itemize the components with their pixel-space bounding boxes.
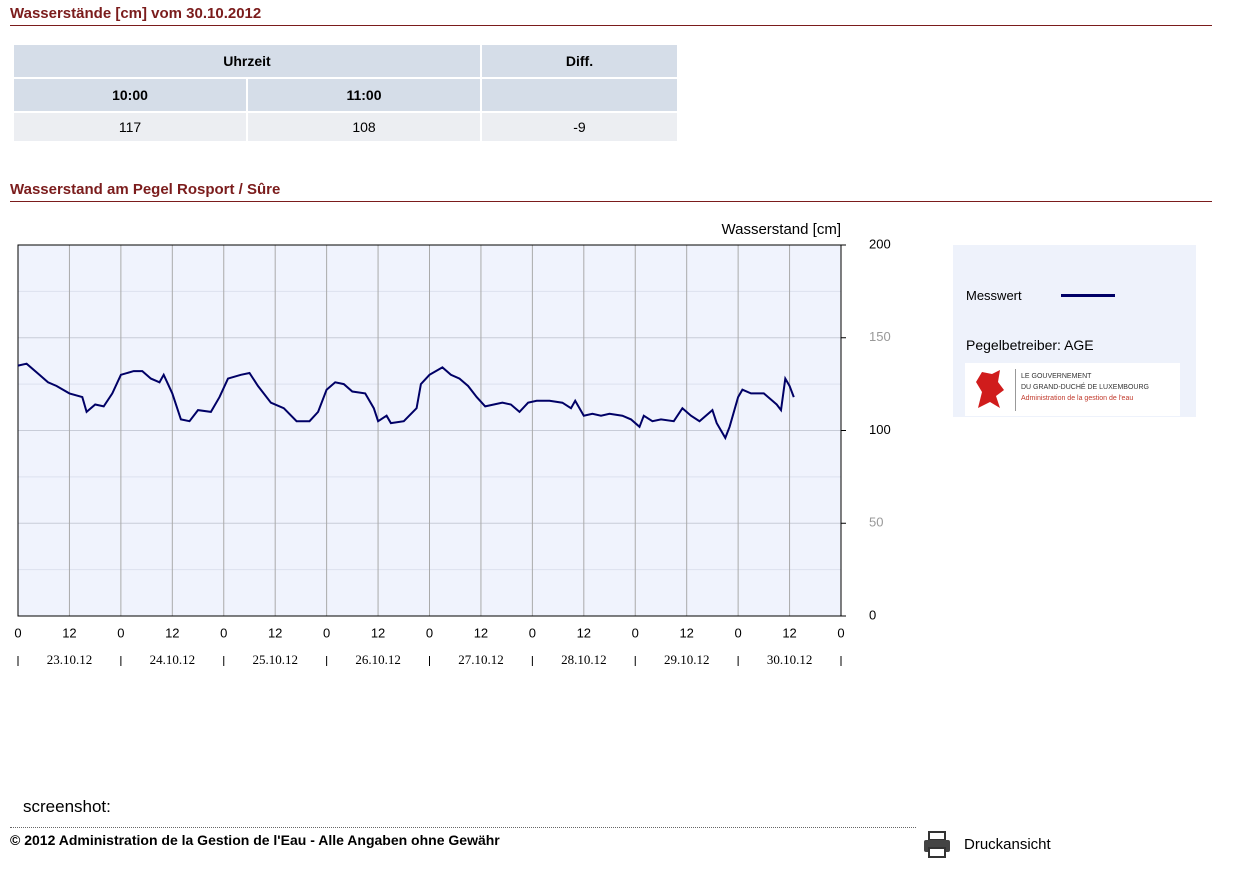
x-tick-label: 0 bbox=[220, 625, 227, 640]
table-cell: 108 bbox=[246, 111, 482, 143]
rule bbox=[10, 201, 1212, 202]
y-tick-label: 150 bbox=[869, 329, 891, 344]
legend: Messwert Pegelbetreiber: AGE LE GOUVERNE… bbox=[953, 245, 1196, 417]
x-tick-label: 0 bbox=[117, 625, 124, 640]
table-cell: -9 bbox=[480, 111, 679, 143]
logo-text: DU GRAND-DUCHÉ DE LUXEMBOURG bbox=[1021, 384, 1149, 391]
x-tick-label: 0 bbox=[323, 625, 330, 640]
x-tick-label: 12 bbox=[268, 625, 282, 640]
section-title: Wasserstand am Pegel Rosport / Sûre bbox=[10, 181, 281, 198]
y-tick-label: 0 bbox=[869, 607, 876, 622]
x-tick-label: 0 bbox=[14, 625, 21, 640]
table: Uhrzeit Diff. 10:00 11:00 117 108 -9 bbox=[12, 43, 679, 143]
x-date-label: 30.10.12 bbox=[767, 652, 813, 667]
y-tick-label: 50 bbox=[869, 515, 883, 530]
logo: LE GOUVERNEMENT DU GRAND-DUCHÉ DE LUXEMB… bbox=[965, 363, 1180, 416]
logo-lion bbox=[976, 370, 1004, 408]
y-axis-label: Wasserstand [cm] bbox=[722, 221, 841, 238]
operator: Pegelbetreiber: AGE bbox=[966, 337, 1094, 353]
table-header: Uhrzeit bbox=[12, 43, 482, 79]
x-tick-label: 0 bbox=[735, 625, 742, 640]
x-tick-label: 12 bbox=[577, 625, 591, 640]
data-line bbox=[17, 362, 795, 441]
dotted-rule bbox=[10, 827, 916, 828]
x-tick-label: 12 bbox=[62, 625, 76, 640]
x-tick-label: 12 bbox=[371, 625, 385, 640]
x-date-label: 24.10.12 bbox=[150, 652, 196, 667]
x-date-label: 27.10.12 bbox=[458, 652, 504, 667]
legend-label: Messwert bbox=[966, 288, 1022, 303]
x-tick-label: 12 bbox=[165, 625, 179, 640]
plot-border bbox=[17, 244, 842, 617]
y-tick-label: 100 bbox=[869, 422, 891, 437]
page-title: Wasserstände [cm] vom 30.10.2012 bbox=[10, 5, 262, 22]
table-header: 10:00 bbox=[12, 77, 248, 113]
x-date-label: 26.10.12 bbox=[355, 652, 401, 667]
y-tick-label: 200 bbox=[869, 236, 891, 251]
chart: Wasserstand [cm] 0 50 100 150 200 0 12 0 12 0 12 0 1… bbox=[14, 221, 891, 667]
x-tick-label: 0 bbox=[529, 625, 536, 640]
table-cell: 117 bbox=[12, 111, 248, 143]
logo-text: Administration de la gestion de l'eau bbox=[1021, 395, 1134, 402]
note: screenshot: bbox=[23, 797, 111, 816]
table-header bbox=[480, 77, 679, 113]
x-date-label: 23.10.12 bbox=[47, 652, 93, 667]
x-tick-label: 12 bbox=[782, 625, 796, 640]
rule bbox=[10, 25, 1212, 26]
table-header: 11:00 bbox=[246, 77, 482, 113]
x-date-label: 28.10.12 bbox=[561, 652, 607, 667]
print-icon[interactable] bbox=[922, 830, 954, 860]
x-tick-label: 0 bbox=[632, 625, 639, 640]
x-tick-label: 0 bbox=[426, 625, 433, 640]
logo-text: LE GOUVERNEMENT bbox=[1021, 373, 1092, 380]
x-tick-label: 12 bbox=[679, 625, 693, 640]
x-date-label: 29.10.12 bbox=[664, 652, 710, 667]
footer-copyright: © 2012 Administration de la Gestion de l… bbox=[10, 832, 500, 848]
table-header: Diff. bbox=[480, 43, 679, 79]
print-link[interactable]: Druckansicht bbox=[964, 836, 1051, 853]
legend-line bbox=[1061, 294, 1115, 297]
x-tick-label: 12 bbox=[474, 625, 488, 640]
x-date-label: 25.10.12 bbox=[252, 652, 298, 667]
x-tick-label: 0 bbox=[837, 625, 844, 640]
